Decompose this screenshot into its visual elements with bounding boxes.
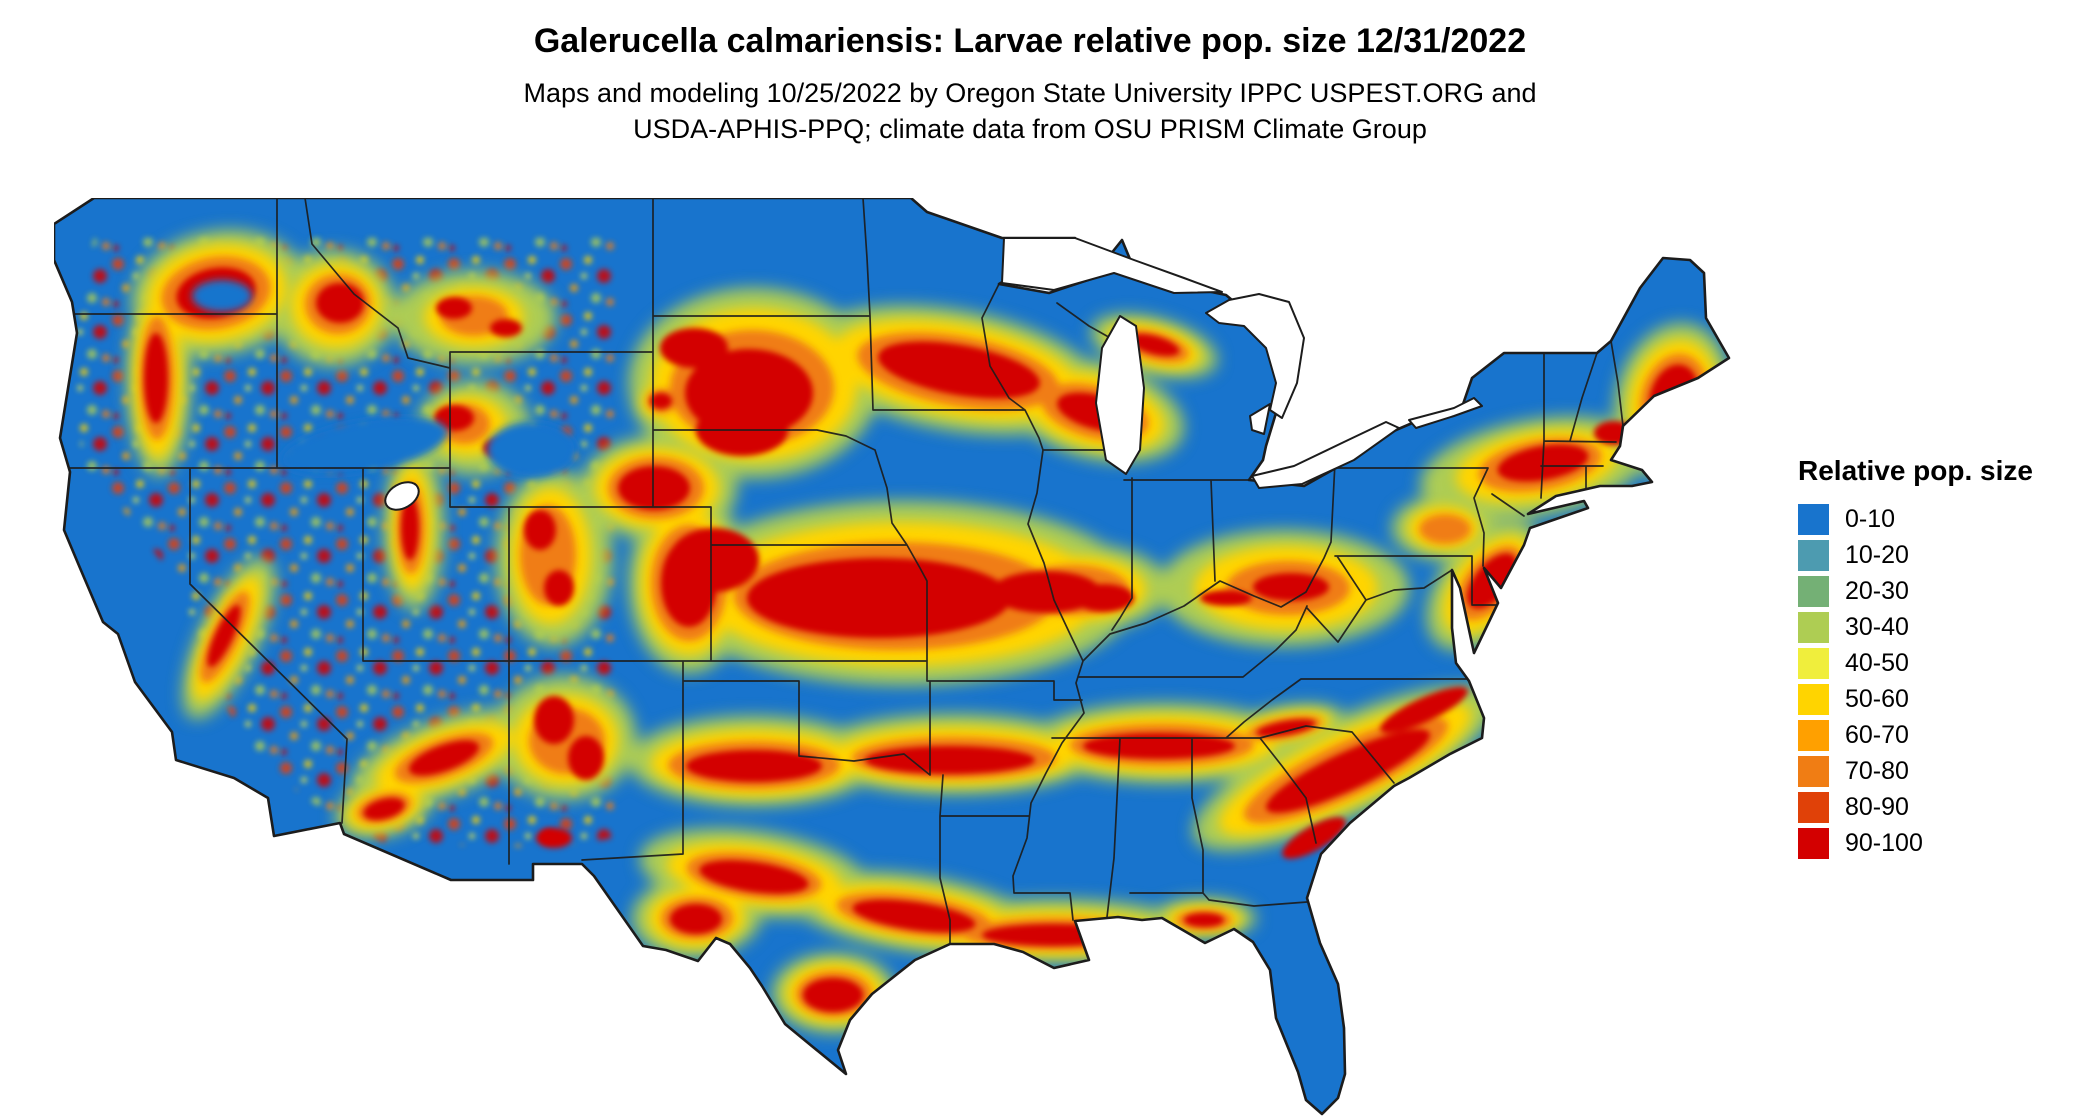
legend-swatch bbox=[1798, 791, 1829, 823]
legend: Relative pop. size 0-10 10-20 20-30 30-40 40… bbox=[1798, 455, 2088, 861]
lake-superior bbox=[1001, 237, 1223, 294]
great-salt-lake bbox=[384, 481, 420, 511]
lake-huron bbox=[1205, 293, 1305, 419]
lake-michigan bbox=[1095, 315, 1145, 475]
legend-label: 70-80 bbox=[1845, 756, 1909, 785]
legend-swatch bbox=[1798, 575, 1829, 607]
heat-layers bbox=[74, 230, 1729, 1033]
legend-item: 70-80 bbox=[1798, 753, 2088, 789]
legend-item: 20-30 bbox=[1798, 573, 2088, 609]
legend-label: 90-100 bbox=[1845, 828, 1923, 857]
state-borders bbox=[61, 198, 1624, 945]
legend-item: 0-10 bbox=[1798, 501, 2088, 537]
legend-swatch bbox=[1798, 755, 1829, 787]
legend-swatch bbox=[1798, 611, 1829, 643]
blue-basin-layer bbox=[192, 280, 577, 478]
red-core-layer bbox=[144, 267, 1699, 1012]
legend-label: 50-60 bbox=[1845, 684, 1909, 713]
legend-label: 0-10 bbox=[1845, 504, 1896, 533]
legend-swatch bbox=[1798, 827, 1829, 859]
legend-item: 90-100 bbox=[1798, 825, 2088, 861]
legend-items: 0-10 10-20 20-30 30-40 40-50 50-60 60-70 70-80 8… bbox=[1798, 501, 2088, 861]
us-heatmap-svg bbox=[54, 198, 1731, 1116]
legend-item: 40-50 bbox=[1798, 645, 2088, 681]
lake-erie bbox=[1251, 421, 1400, 489]
legend-title: Relative pop. size bbox=[1798, 455, 2033, 486]
legend-item: 30-40 bbox=[1798, 609, 2088, 645]
legend-label: 60-70 bbox=[1845, 720, 1909, 749]
legend-label: 40-50 bbox=[1845, 648, 1909, 677]
page-title: Galerucella calmariensis: Larvae relativ… bbox=[533, 22, 1527, 60]
legend-item: 10-20 bbox=[1798, 537, 2088, 573]
legend-item: 80-90 bbox=[1798, 789, 2088, 825]
legend-label: 10-20 bbox=[1845, 540, 1909, 569]
us-map bbox=[54, 198, 1754, 1116]
subtitle-line-2: USDA-APHIS-PPQ; climate data from OSU PR… bbox=[633, 114, 1427, 144]
legend-item: 60-70 bbox=[1798, 717, 2088, 753]
legend-swatch bbox=[1798, 683, 1829, 715]
legend-label: 80-90 bbox=[1845, 792, 1909, 821]
titles-block: Galerucella calmariensis: Larvae relativ… bbox=[0, 22, 2060, 147]
legend-swatch bbox=[1798, 539, 1829, 571]
saginaw-bay bbox=[1249, 403, 1271, 435]
legend-swatch bbox=[1798, 647, 1829, 679]
legend-label: 20-30 bbox=[1845, 576, 1909, 605]
lake-ontario bbox=[1408, 397, 1483, 429]
legend-swatch bbox=[1798, 503, 1829, 535]
legend-label: 30-40 bbox=[1845, 612, 1909, 641]
legend-item: 50-60 bbox=[1798, 681, 2088, 717]
great-lakes bbox=[384, 237, 1483, 511]
subtitle-line-1: Maps and modeling 10/25/2022 by Oregon S… bbox=[523, 78, 1537, 108]
legend-swatch bbox=[1798, 719, 1829, 751]
